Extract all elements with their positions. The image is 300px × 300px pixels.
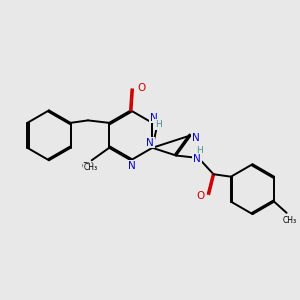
Text: H: H <box>196 146 203 155</box>
Text: CH₃: CH₃ <box>82 162 97 171</box>
Text: N: N <box>146 137 154 148</box>
Text: CH₃: CH₃ <box>83 163 97 172</box>
Text: N: N <box>192 133 200 143</box>
Text: N: N <box>150 112 158 123</box>
Text: H: H <box>155 120 162 129</box>
Text: N: N <box>193 154 201 164</box>
Text: O: O <box>196 190 204 201</box>
Text: CH₃: CH₃ <box>282 216 297 225</box>
Text: N: N <box>128 161 136 171</box>
Text: O: O <box>137 83 145 93</box>
